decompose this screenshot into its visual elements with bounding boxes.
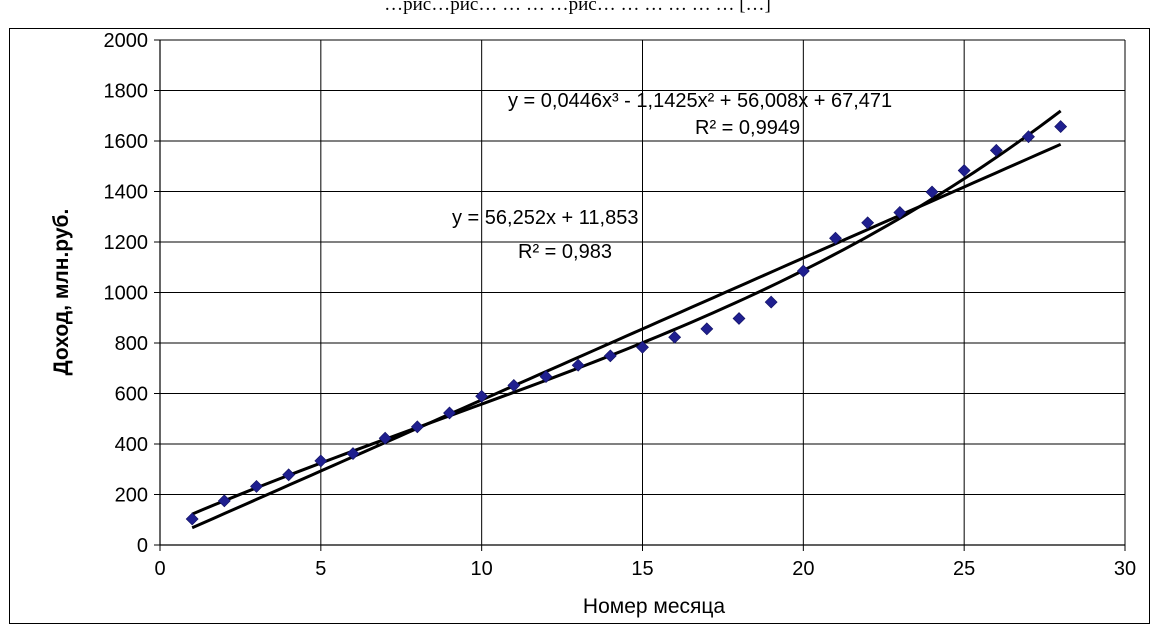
y-tick-label: 1800 <box>104 81 149 103</box>
data-point <box>764 295 778 309</box>
x-tick-label: 15 <box>631 558 653 580</box>
data-point <box>957 164 971 177</box>
data-point <box>668 330 682 344</box>
x-tick-label: 5 <box>315 558 326 580</box>
x-tick-label: 30 <box>1114 558 1136 580</box>
data-point <box>475 389 489 403</box>
data-point <box>250 479 263 493</box>
data-point <box>217 494 231 508</box>
y-tick-label: 400 <box>115 434 148 456</box>
data-point <box>539 370 553 384</box>
data-point <box>314 454 328 468</box>
y-tick-label: 0 <box>137 535 148 557</box>
data-point <box>346 447 360 461</box>
y-tick-label: 1600 <box>104 131 149 153</box>
y-tick-label: 1400 <box>104 182 149 204</box>
data-point <box>507 378 521 392</box>
y-tick-label: 1200 <box>104 232 149 254</box>
trendlines <box>191 109 1062 530</box>
y-tick-label: 600 <box>115 384 148 406</box>
data-point <box>571 358 585 372</box>
linear-trend-r2: R² = 0,983 <box>518 241 612 263</box>
data-point <box>185 512 199 526</box>
x-axis-title: Номер месяца <box>583 595 725 618</box>
data-point <box>378 431 392 445</box>
data-points <box>185 120 1068 526</box>
y-tick-label: 1000 <box>104 283 149 305</box>
data-point <box>1022 130 1035 144</box>
figure-caption: …рис…рис… … … …рис… … … … … … […] <box>384 0 771 15</box>
y-tick-label: 2000 <box>104 30 149 52</box>
gridlines <box>154 39 1126 551</box>
chart-frame: 0 200 400 600 800 1000 1200 1400 1600 1800 2000 0 5 1… <box>9 28 1150 624</box>
annotations: y = 0,0446x³ - 1,1425x² + 56,008x + 67,4… <box>452 90 892 263</box>
polynomial-trendline <box>191 109 1062 516</box>
scatter-chart: 0 200 400 600 800 1000 1200 1400 1600 1800 2000 0 5 1… <box>50 30 1137 618</box>
x-tick-label: 25 <box>953 558 975 580</box>
x-tick-label: 0 <box>154 558 165 580</box>
axes <box>159 40 1125 546</box>
data-point <box>989 143 1003 157</box>
data-point <box>410 420 424 434</box>
data-point <box>829 231 842 245</box>
data-point <box>603 349 617 363</box>
x-tick-label: 10 <box>471 558 493 580</box>
tick-labels: 0 200 400 600 800 1000 1200 1400 1600 1800 2000 0 5 1… <box>104 30 1137 580</box>
y-tick-label: 200 <box>115 485 148 507</box>
data-point <box>925 185 939 199</box>
data-point <box>636 340 649 354</box>
data-point <box>282 468 296 482</box>
data-point <box>732 312 746 325</box>
data-point <box>796 264 810 278</box>
x-tick-label: 20 <box>792 558 814 580</box>
y-tick-label: 800 <box>115 333 148 355</box>
y-axis-title: Доход, млн.руб. <box>50 209 73 376</box>
data-point <box>893 206 907 219</box>
data-point <box>1054 120 1068 134</box>
poly-trend-equation: y = 0,0446x³ - 1,1425x² + 56,008x + 67,4… <box>508 90 892 112</box>
linear-trend-equation: y = 56,252x + 11,853 <box>452 207 638 229</box>
data-point <box>700 322 714 336</box>
data-point <box>443 406 456 420</box>
data-point <box>861 216 875 230</box>
poly-trend-r2: R² = 0,9949 <box>695 117 800 139</box>
